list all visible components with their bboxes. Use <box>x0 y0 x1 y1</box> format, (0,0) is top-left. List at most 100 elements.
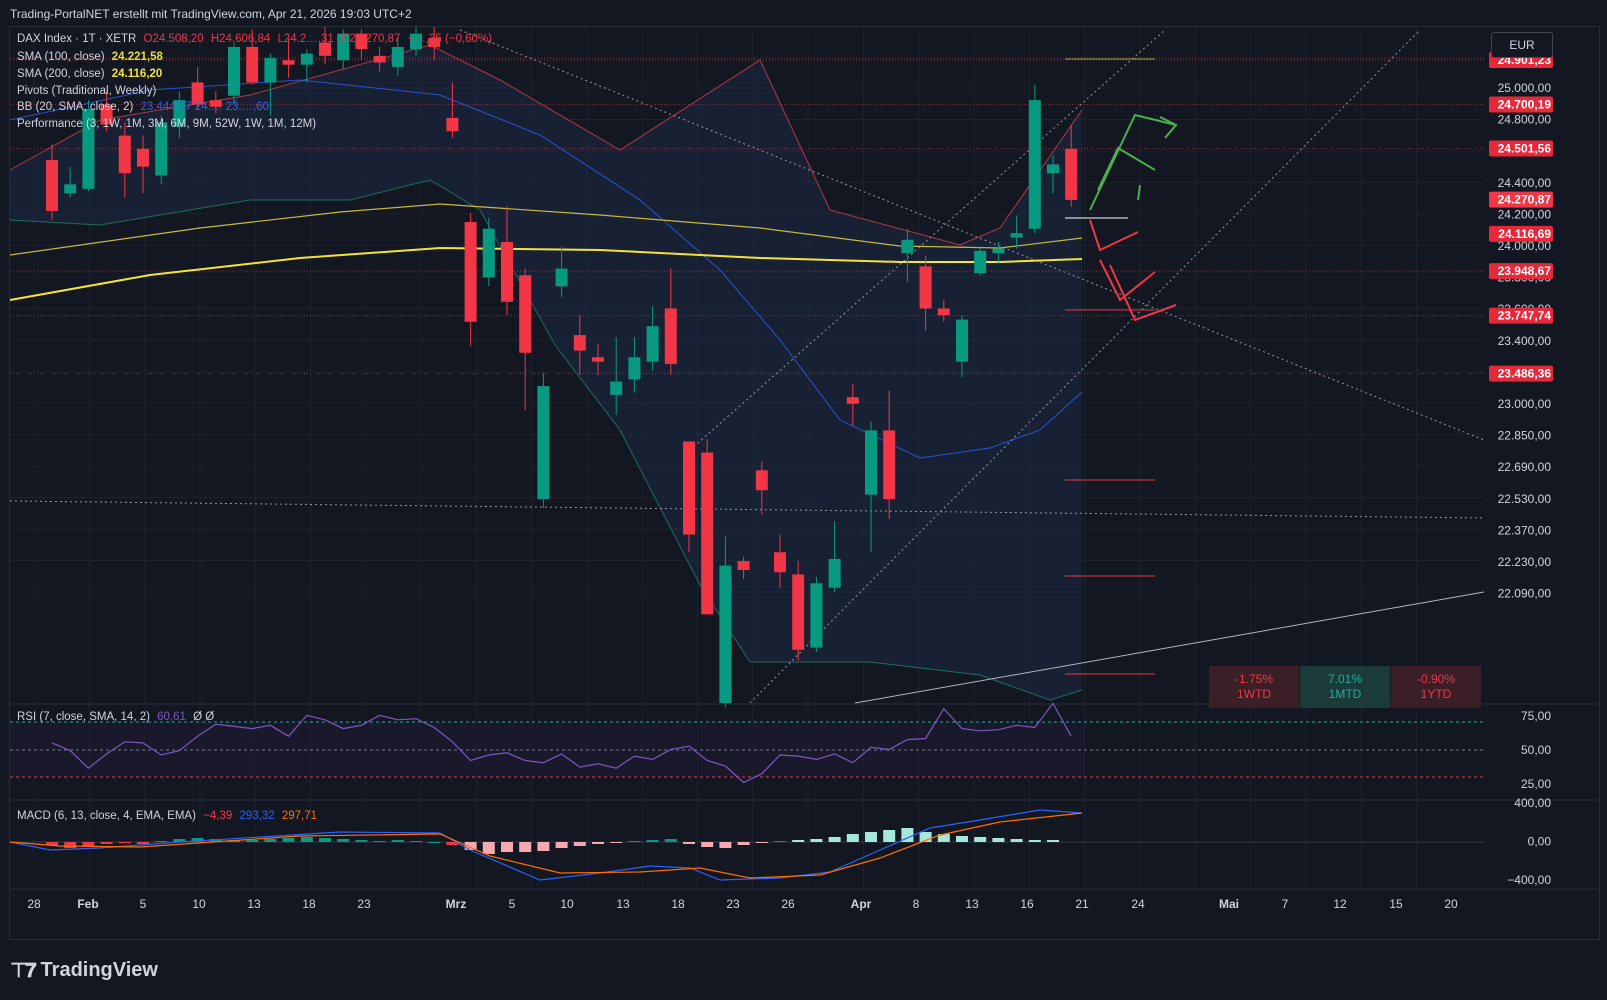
macd-histogram-bar <box>828 837 841 842</box>
legend-high: H24.606,84 <box>210 33 271 45</box>
macd-histogram-bar <box>282 838 295 842</box>
downtrend-line <box>459 29 1485 441</box>
candle <box>373 46 386 72</box>
macd-histogram-bar <box>428 842 441 843</box>
time-axis-label: 28 <box>27 897 41 911</box>
time-axis-label: 15 <box>1389 897 1403 911</box>
macd-histogram-bar <box>519 842 532 852</box>
price-axis-label: 24.800,00 <box>1498 113 1552 127</box>
perf-box-1ytd: -0.90% 1YTD <box>1391 666 1481 708</box>
legend-bb-label: BB (20, SMA, close, 2) <box>17 101 134 113</box>
candle-body <box>628 357 641 380</box>
candle-body <box>300 53 313 65</box>
currency-button[interactable]: EUR <box>1491 32 1553 58</box>
macd-histogram-bar <box>537 842 550 851</box>
macd-histogram-bar <box>883 830 896 842</box>
macd-histogram-bar <box>737 842 750 845</box>
legend-bb[interactable]: BB (20, SMA, close, 2) 23.444,27 24.… 23… <box>17 101 273 113</box>
legend-pivots[interactable]: Pivots (Traditional, Weekly) <box>17 85 160 97</box>
bollinger-basis-line <box>9 79 1083 459</box>
candle <box>865 421 877 553</box>
tradingview-logo[interactable]: ⊤𝟕 TradingView <box>10 958 158 983</box>
macd-histogram-bar <box>901 828 914 842</box>
candle <box>774 534 786 588</box>
legend-sma100-value: 24.221,58 <box>111 51 163 63</box>
bearish-scenario-arrow <box>1109 264 1177 322</box>
candle-body <box>264 58 277 83</box>
legend-macd-line: 293,32 <box>239 810 275 822</box>
time-axis-label: 8 <box>913 897 920 911</box>
candle-body <box>282 60 295 65</box>
candle-body <box>228 46 240 96</box>
macd-histogram-bar <box>774 841 786 842</box>
price-axis-label: 23.000,00 <box>1498 397 1552 411</box>
macd-histogram-bar <box>246 840 259 842</box>
legend-sma100-label: SMA (100, close) <box>17 51 105 63</box>
candle-body <box>537 386 550 500</box>
macd-line <box>9 809 1083 881</box>
candle <box>118 122 131 198</box>
candle <box>919 255 932 331</box>
macd-histogram-bar <box>719 842 732 848</box>
macd-histogram-bar <box>701 842 714 847</box>
macd-histogram-bar <box>82 842 95 846</box>
price-tag-label: 23.747,74 <box>1498 309 1552 323</box>
candle <box>701 439 714 615</box>
time-axis-label: 24 <box>1131 897 1145 911</box>
candle-body <box>155 122 168 176</box>
legend-sma200-label: SMA (200, close) <box>17 68 105 80</box>
legend-macd[interactable]: MACD (6, 13, close, 4, EMA, EMA) −4,39 2… <box>17 810 321 822</box>
candle <box>464 213 477 347</box>
tradingview-brand: TradingView <box>40 959 158 981</box>
candle <box>209 91 222 114</box>
bollinger-band-fill <box>10 45 1082 700</box>
legend-performance[interactable]: Performance (3, 1W, 1M, 3M, 6M, 9M, 52W,… <box>17 118 320 130</box>
candle <box>846 383 859 426</box>
macd-histogram-bar <box>810 839 823 842</box>
candle <box>537 372 550 508</box>
rsi-axis-label: 25,00 <box>1521 777 1551 791</box>
macd-histogram-bar <box>137 842 149 844</box>
time-axis-label: 21 <box>1075 897 1089 911</box>
macd-histogram-bar <box>173 839 186 842</box>
price-axis-label: 22.530,00 <box>1498 492 1552 506</box>
candle-body <box>410 33 422 50</box>
candle <box>628 337 641 393</box>
candle <box>282 38 295 78</box>
legend-rsi[interactable]: RSI (7, close, SMA, 14, 2) 60,61 Ø Ø <box>17 711 218 723</box>
price-tag: 24.501,56 <box>1489 140 1553 157</box>
time-axis-label: 13 <box>247 897 261 911</box>
price-tag-bg <box>1489 263 1553 280</box>
candle <box>191 66 204 110</box>
time-axis-label: Apr <box>851 897 872 911</box>
time-axis-label: 13 <box>616 897 630 911</box>
price-axis-label: 23.400,00 <box>1498 334 1552 348</box>
candle <box>1065 124 1078 207</box>
candle <box>828 521 841 593</box>
legend-sma100[interactable]: SMA (100, close) 24.221,58 <box>17 51 167 63</box>
candle <box>355 29 368 61</box>
candle-body <box>173 100 186 127</box>
legend-performance-label: Performance (3, 1W, 1M, 3M, 6M, 9M, 52W,… <box>17 118 317 130</box>
candle-body <box>209 100 222 107</box>
macd-histogram-bar <box>573 842 586 846</box>
candle-body <box>246 46 259 83</box>
rsi-axis-label: 75,00 <box>1521 709 1551 723</box>
tradingview-logo-icon: ⊤𝟕 <box>10 960 37 982</box>
bearish-scenario-arrow <box>1099 259 1156 302</box>
legend-sma200[interactable]: SMA (200, close) 24.116,20 <box>17 68 166 80</box>
time-axis-label: Mai <box>1219 897 1239 911</box>
candle <box>82 100 95 192</box>
candle-body <box>774 552 786 573</box>
perf-box-1wtd: -1.75% 1WTD <box>1209 666 1299 708</box>
candle-body <box>464 222 477 322</box>
candle-body <box>865 430 877 495</box>
channel-lower-line <box>749 29 1421 704</box>
candle <box>592 343 604 375</box>
candle <box>610 337 623 415</box>
candle-body <box>810 583 823 648</box>
candle-body <box>482 228 495 278</box>
candle <box>792 561 805 661</box>
price-tag: 23.948,67 <box>1489 263 1553 280</box>
